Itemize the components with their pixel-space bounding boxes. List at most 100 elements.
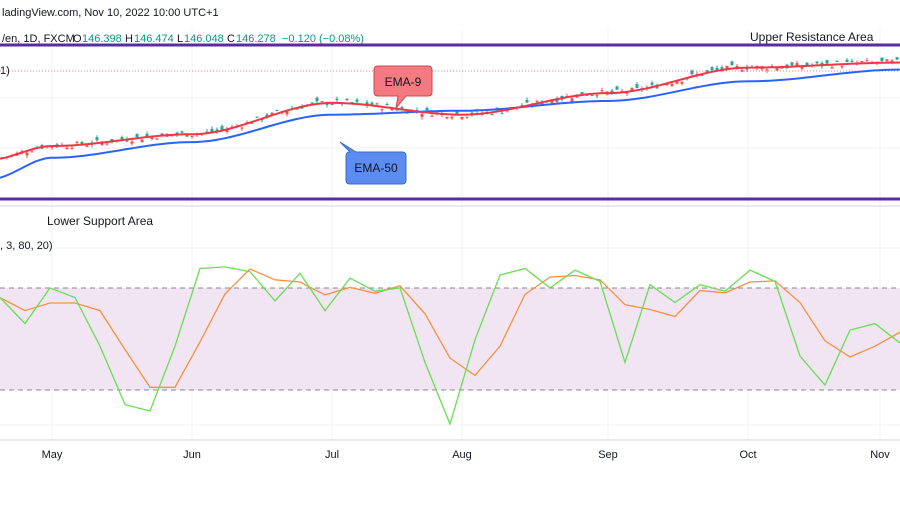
time-axis-label: Sep bbox=[598, 449, 618, 461]
stochastic-k-line bbox=[0, 266, 900, 426]
ohlc-close-label: C bbox=[227, 33, 235, 45]
candle-body bbox=[325, 103, 329, 106]
candle-body bbox=[430, 115, 434, 117]
candle-body bbox=[130, 141, 134, 144]
stochastic-legend: , 3, 80, 20) bbox=[0, 240, 53, 252]
candle-body bbox=[880, 57, 884, 61]
candle-body bbox=[625, 92, 629, 94]
candle-body bbox=[805, 62, 809, 67]
candle-body bbox=[460, 116, 464, 120]
candle-body bbox=[30, 151, 34, 153]
candle-body bbox=[690, 70, 694, 75]
candle-body bbox=[295, 108, 299, 110]
candle-body bbox=[255, 116, 259, 118]
candle-body bbox=[720, 67, 724, 71]
ohlc-change-value: −0.120 (−0.08%) bbox=[282, 33, 364, 45]
candle-body bbox=[670, 83, 674, 86]
time-axis-label: Jul bbox=[325, 449, 339, 461]
candle-body bbox=[895, 57, 899, 60]
candle-body bbox=[525, 99, 529, 103]
candle-body bbox=[355, 99, 359, 102]
candle-body bbox=[590, 94, 594, 96]
candle-body bbox=[630, 87, 634, 92]
time-axis-label: Jun bbox=[183, 449, 201, 461]
candle-body bbox=[365, 102, 369, 106]
candle-body bbox=[80, 141, 84, 145]
candle-body bbox=[490, 114, 494, 116]
candle-body bbox=[800, 66, 804, 69]
candle-body bbox=[450, 116, 454, 119]
candle-body bbox=[155, 138, 159, 140]
candle-body bbox=[650, 82, 654, 85]
candle-body bbox=[710, 67, 714, 71]
candle-body bbox=[220, 126, 224, 130]
candle-body bbox=[160, 133, 164, 136]
candle-body bbox=[790, 62, 794, 66]
candle-body bbox=[635, 84, 639, 88]
candle-body bbox=[315, 97, 319, 102]
candle-body bbox=[795, 63, 799, 66]
candle-body bbox=[850, 60, 854, 62]
candle-body bbox=[445, 116, 449, 119]
time-axis-label: Nov bbox=[870, 449, 890, 461]
candle-body bbox=[740, 69, 744, 72]
candle-body bbox=[95, 137, 99, 141]
candle-body bbox=[815, 61, 819, 64]
stochastic-band bbox=[0, 288, 900, 390]
time-axis-label: Oct bbox=[739, 449, 756, 461]
candle-body bbox=[75, 141, 79, 143]
candle-body bbox=[885, 59, 889, 62]
candle-body bbox=[610, 90, 614, 93]
ema-50-callout-label: EMA-50 bbox=[354, 161, 398, 175]
ema-legend-fragment: 1) bbox=[0, 65, 10, 77]
candle-body bbox=[250, 122, 254, 124]
candle-body bbox=[830, 67, 834, 69]
candle-body bbox=[215, 129, 219, 132]
candle-body bbox=[675, 81, 679, 84]
candle-body bbox=[865, 60, 869, 62]
candle-body bbox=[665, 83, 669, 86]
candle-body bbox=[335, 98, 339, 101]
candle-body bbox=[240, 127, 244, 129]
candle-body bbox=[210, 128, 214, 133]
ohlc-low-value: 146.048 bbox=[184, 33, 224, 45]
candle-body bbox=[395, 109, 399, 111]
candle-body bbox=[600, 90, 604, 92]
candle-body bbox=[725, 65, 729, 70]
ohlc-high-label: H bbox=[125, 33, 133, 45]
candle-body bbox=[550, 100, 554, 104]
candle-body bbox=[375, 103, 379, 105]
candle-body bbox=[285, 111, 289, 115]
candle-body bbox=[825, 60, 829, 64]
candle-body bbox=[65, 147, 69, 150]
candle-body bbox=[50, 146, 54, 148]
candle-body bbox=[655, 86, 659, 89]
candle-body bbox=[425, 107, 429, 111]
candle-body bbox=[120, 137, 124, 141]
ohlc-high-value: 146.474 bbox=[134, 33, 174, 45]
candle-body bbox=[535, 100, 539, 102]
time-axis-label: Aug bbox=[452, 449, 472, 461]
candle-body bbox=[595, 95, 599, 97]
ema-50-callout: EMA-50 bbox=[339, 141, 407, 185]
candle-body bbox=[310, 102, 314, 104]
ohlc-low-label: L bbox=[177, 33, 183, 45]
candle-body bbox=[275, 109, 279, 111]
candle-body bbox=[320, 101, 324, 103]
candle-body bbox=[835, 61, 839, 63]
candle-body bbox=[135, 133, 139, 137]
candle-body bbox=[175, 132, 179, 135]
candle-body bbox=[680, 81, 684, 84]
candle-body bbox=[330, 103, 334, 105]
candle-body bbox=[585, 94, 589, 96]
candle-body bbox=[105, 143, 109, 145]
ema-9-line bbox=[0, 61, 900, 160]
candle-body bbox=[25, 152, 29, 156]
candle-body bbox=[615, 86, 619, 90]
candle-body bbox=[420, 113, 424, 117]
candle-body bbox=[455, 110, 459, 115]
candle-body bbox=[400, 107, 404, 109]
